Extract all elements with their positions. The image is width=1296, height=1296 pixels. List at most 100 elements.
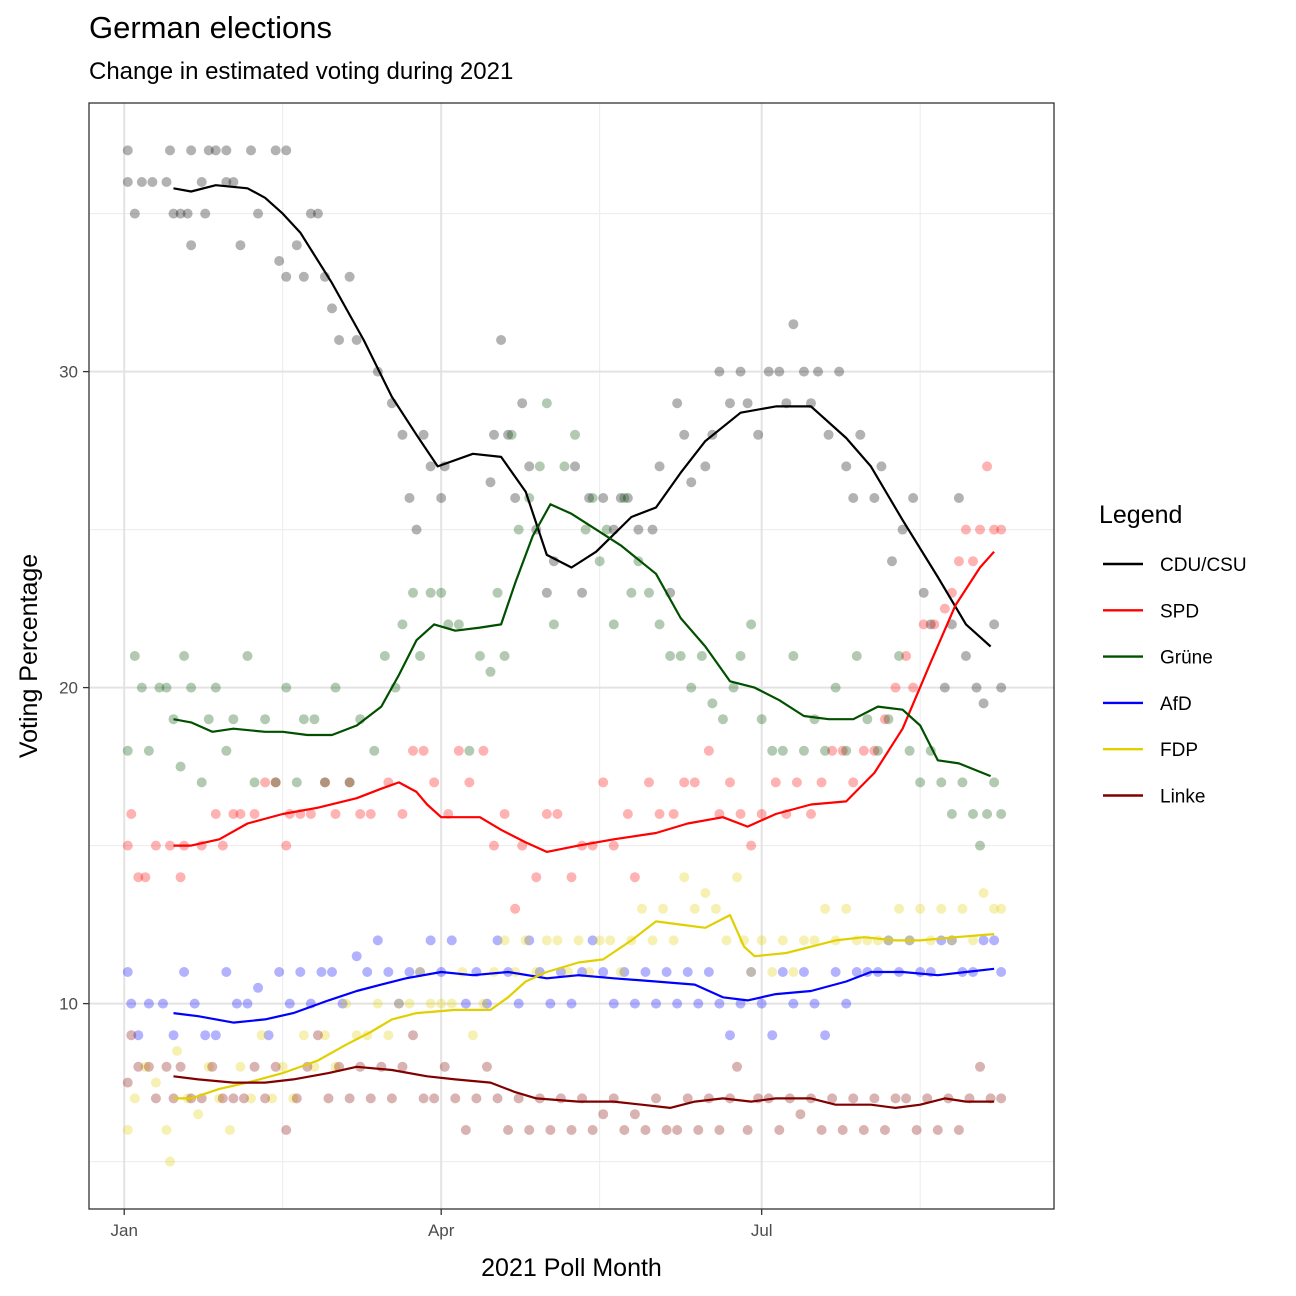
poll-point-fdp [246, 1093, 257, 1104]
poll-point-cdu-csu [570, 461, 581, 472]
trend-line-cdu-csu [173, 184, 992, 648]
poll-point-afd [777, 967, 788, 977]
poll-point-fdp [668, 935, 679, 946]
poll-point-cdu-csu [186, 145, 197, 156]
poll-point-linke [742, 1125, 753, 1135]
poll-point-gr-ne [936, 777, 947, 788]
poll-point-gr-ne [136, 682, 147, 693]
poll-point-fdp [573, 935, 584, 946]
grid-lines [89, 103, 1054, 1209]
poll-point-gr-ne [319, 777, 330, 788]
poll-point-spd [608, 840, 619, 851]
poll-point-cdu-csu [714, 366, 725, 377]
poll-point-fdp [996, 903, 1007, 914]
poll-point-gr-ne [975, 840, 986, 851]
poll-point-cdu-csu [918, 587, 929, 598]
poll-point-cdu-csu [425, 461, 436, 472]
poll-point-spd [478, 745, 489, 756]
poll-point-gr-ne [626, 587, 637, 598]
poll-point-gr-ne [894, 651, 905, 661]
poll-point-linke [397, 1061, 408, 1072]
poll-point-linke [133, 1061, 144, 1072]
poll-point-cdu-csu [221, 177, 232, 187]
trend-line-afd [173, 967, 995, 1024]
poll-point-fdp [172, 1046, 183, 1056]
poll-point-afd [820, 1030, 831, 1041]
poll-point-gr-ne [559, 461, 570, 472]
poll-point-afd [126, 998, 137, 1009]
poll-point-afd [566, 998, 577, 1009]
poll-point-fdp [319, 1030, 330, 1041]
poll-point-afd [481, 998, 492, 1009]
poll-point-fdp [499, 935, 510, 946]
poll-point-gr-ne [122, 745, 133, 756]
poll-point-afd [168, 1030, 179, 1041]
poll-point-gr-ne [260, 714, 271, 725]
poll-point-gr-ne [728, 682, 739, 693]
poll-point-spd [643, 777, 654, 788]
poll-point-cdu-csu [672, 398, 683, 409]
poll-point-gr-ne [696, 651, 707, 661]
poll-point-linke [693, 1125, 704, 1135]
poll-point-gr-ne [872, 745, 883, 756]
poll-point-fdp [721, 935, 732, 946]
poll-point-gr-ne [608, 619, 619, 630]
poll-point-cdu-csu [763, 366, 774, 377]
poll-point-spd [453, 745, 464, 756]
poll-point-spd [249, 809, 260, 819]
poll-point-cdu-csu [436, 493, 447, 503]
poll-point-fdp [820, 903, 831, 914]
poll-point-gr-ne [291, 777, 302, 788]
poll-point-fdp [309, 1061, 320, 1072]
poll-point-afd [608, 998, 619, 1009]
poll-point-spd [735, 809, 746, 819]
poll-point-cdu-csu [886, 556, 897, 567]
poll-point-fdp [214, 1093, 225, 1104]
poll-point-gr-ne [154, 682, 165, 693]
poll-point-spd [165, 840, 176, 851]
poll-point-cdu-csu [577, 587, 588, 598]
poll-point-cdu-csu [221, 145, 232, 156]
poll-point-cdu-csu [281, 145, 292, 156]
poll-point-fdp [872, 935, 883, 946]
poll-point-spd [848, 777, 859, 788]
poll-point-cdu-csu [274, 256, 285, 266]
poll-point-linke [323, 1093, 334, 1104]
poll-point-afd [327, 967, 338, 977]
poll-point-spd [967, 556, 978, 567]
poll-point-linke [122, 1077, 133, 1088]
poll-point-fdp [341, 998, 352, 1009]
poll-point-linke [471, 1093, 482, 1104]
poll-point-fdp [552, 935, 563, 946]
poll-point-linke [386, 1093, 397, 1104]
poll-point-linke [429, 1093, 440, 1104]
poll-point-fdp [436, 998, 447, 1009]
poll-point-cdu-csu [788, 319, 799, 330]
poll-point-afd [404, 967, 415, 977]
poll-point-afd [231, 998, 242, 1009]
poll-point-linke [503, 1125, 514, 1135]
poll-point-gr-ne [756, 714, 767, 725]
poll-point-fdp [756, 935, 767, 946]
poll-point-cdu-csu [334, 335, 345, 345]
poll-point-gr-ne [506, 429, 517, 440]
poll-point-fdp [584, 967, 595, 977]
poll-point-cdu-csu [686, 477, 697, 488]
poll-point-gr-ne [474, 651, 485, 661]
poll-point-afd [841, 998, 852, 1009]
poll-point-gr-ne [767, 745, 778, 756]
poll-point-afd [337, 998, 348, 1009]
poll-point-cdu-csu [724, 398, 735, 409]
poll-point-fdp [404, 998, 415, 1009]
poll-point-cdu-csu [404, 493, 415, 503]
poll-point-fdp [383, 1030, 394, 1041]
poll-point-afd [724, 1030, 735, 1041]
poll-point-gr-ne [143, 745, 154, 756]
poll-point-cdu-csu [742, 398, 753, 409]
poll-point-linke [217, 1093, 228, 1104]
poll-point-afd [157, 998, 168, 1009]
poll-point-gr-ne [946, 809, 957, 819]
poll-point-gr-ne [369, 745, 380, 756]
poll-point-gr-ne [809, 714, 820, 725]
poll-point-linke [161, 1061, 172, 1072]
